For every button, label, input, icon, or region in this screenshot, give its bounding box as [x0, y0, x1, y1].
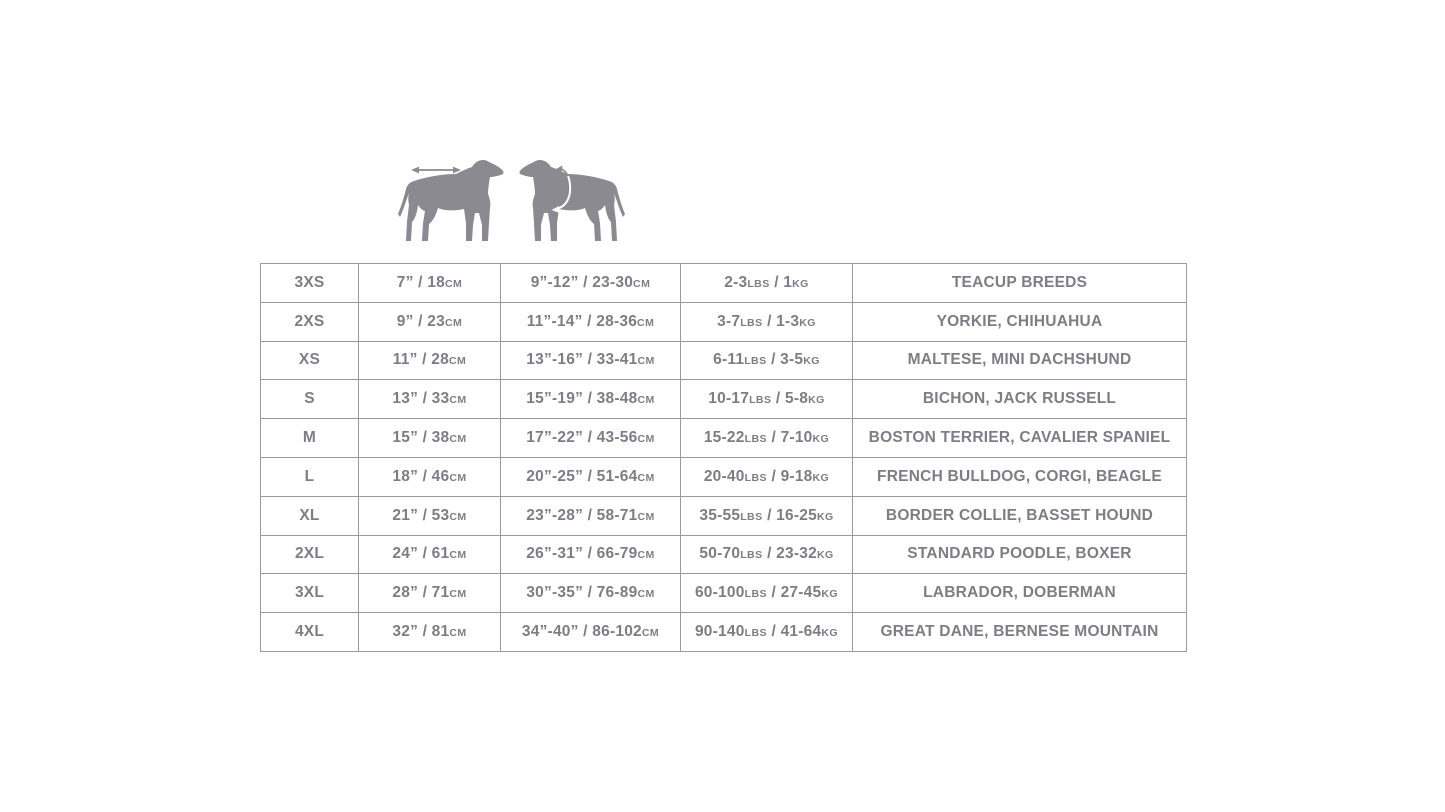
size-row: 3XS 7” / 18CM 9”-12” / 23-30CM 2-3LBS / …	[260, 263, 1187, 303]
weight-cell: 60-100LBS / 27-45KG	[680, 573, 853, 614]
chest-girth-arrow	[551, 165, 572, 213]
size-row: M 15” / 38CM 17”-22” / 43-56CM 15-22LBS …	[260, 418, 1187, 458]
weight-cell: 6-11LBS / 3-5KG	[680, 340, 853, 381]
back-length-cell: 7” / 18CM	[358, 263, 501, 303]
breeds-cell: BORDER COLLIE, BASSET HOUND	[852, 495, 1187, 536]
chest-girth-cell: 13”-16” / 33-41CM	[500, 340, 681, 381]
size-cell: 4XL	[260, 612, 359, 652]
weight-cell: 10-17LBS / 5-8KG	[680, 379, 853, 420]
back-length-arrow	[411, 166, 461, 174]
size-row: S 13” / 33CM 15”-19” / 38-48CM 10-17LBS …	[260, 379, 1187, 420]
dog-size-chart: 3XS 7” / 18CM 9”-12” / 23-30CM 2-3LBS / …	[260, 263, 1187, 652]
back-length-cell: 13” / 33CM	[358, 379, 501, 420]
size-cell: 2XL	[260, 534, 359, 575]
chest-girth-cell: 30”-35” / 76-89CM	[500, 573, 681, 614]
chest-girth-cell: 11”-14” / 28-36CM	[500, 301, 681, 342]
breeds-cell: STANDARD POODLE, BOXER	[852, 534, 1187, 575]
chest-girth-cell: 20”-25” / 51-64CM	[500, 456, 681, 497]
dog-chest-girth-arrow-icon	[519, 159, 625, 241]
chest-girth-cell: 26”-31” / 66-79CM	[500, 534, 681, 575]
chest-girth-cell: 17”-22” / 43-56CM	[500, 418, 681, 458]
back-length-cell: 9” / 23CM	[358, 301, 501, 342]
measurement-diagram	[398, 155, 625, 247]
size-row: XS 11” / 28CM 13”-16” / 33-41CM 6-11LBS …	[260, 340, 1187, 381]
weight-cell: 90-140LBS / 41-64KG	[680, 612, 853, 652]
size-cell: 3XS	[260, 263, 359, 303]
size-row: 4XL 32” / 81CM 34”-40” / 86-102CM 90-140…	[260, 612, 1187, 652]
size-row: 2XL 24” / 61CM 26”-31” / 66-79CM 50-70LB…	[260, 534, 1187, 575]
breeds-cell: MALTESE, MINI DACHSHUND	[852, 340, 1187, 381]
back-length-cell: 32” / 81CM	[358, 612, 501, 652]
back-length-cell: 11” / 28CM	[358, 340, 501, 381]
chest-girth-cell: 34”-40” / 86-102CM	[500, 612, 681, 652]
size-cell: L	[260, 456, 359, 497]
back-length-cell: 18” / 46CM	[358, 456, 501, 497]
back-length-cell: 15” / 38CM	[358, 418, 501, 458]
dog-back-length-arrow-icon	[398, 159, 504, 241]
size-cell: M	[260, 418, 359, 458]
weight-cell: 15-22LBS / 7-10KG	[680, 418, 853, 458]
size-cell: XL	[260, 495, 359, 536]
breeds-cell: LABRADOR, DOBERMAN	[852, 573, 1187, 614]
breeds-cell: BOSTON TERRIER, CAVALIER SPANIEL	[852, 418, 1187, 458]
chest-girth-cell: 9”-12” / 23-30CM	[500, 263, 681, 303]
size-row: XL 21” / 53CM 23”-28” / 58-71CM 35-55LBS…	[260, 495, 1187, 536]
weight-cell: 2-3LBS / 1KG	[680, 263, 853, 303]
chest-girth-cell: 23”-28” / 58-71CM	[500, 495, 681, 536]
breeds-cell: BICHON, JACK RUSSELL	[852, 379, 1187, 420]
weight-cell: 3-7LBS / 1-3KG	[680, 301, 853, 342]
size-cell: 2XS	[260, 301, 359, 342]
breeds-cell: TEACUP BREEDS	[852, 263, 1187, 303]
size-cell: S	[260, 379, 359, 420]
size-row: 2XS 9” / 23CM 11”-14” / 28-36CM 3-7LBS /…	[260, 301, 1187, 342]
weight-cell: 50-70LBS / 23-32KG	[680, 534, 853, 575]
breeds-cell: FRENCH BULLDOG, CORGI, BEAGLE	[852, 456, 1187, 497]
size-cell: 3XL	[260, 573, 359, 614]
weight-cell: 35-55LBS / 16-25KG	[680, 495, 853, 536]
chest-girth-cell: 15”-19” / 38-48CM	[500, 379, 681, 420]
breeds-cell: GREAT DANE, BERNESE MOUNTAIN	[852, 612, 1187, 652]
size-cell: XS	[260, 340, 359, 381]
back-length-cell: 24” / 61CM	[358, 534, 501, 575]
breeds-cell: YORKIE, CHIHUAHUA	[852, 301, 1187, 342]
size-row: 3XL 28” / 71CM 30”-35” / 76-89CM 60-100L…	[260, 573, 1187, 614]
size-chart-body: 3XS 7” / 18CM 9”-12” / 23-30CM 2-3LBS / …	[260, 263, 1187, 652]
back-length-cell: 21” / 53CM	[358, 495, 501, 536]
size-row: L 18” / 46CM 20”-25” / 51-64CM 20-40LBS …	[260, 456, 1187, 497]
weight-cell: 20-40LBS / 9-18KG	[680, 456, 853, 497]
back-length-cell: 28” / 71CM	[358, 573, 501, 614]
